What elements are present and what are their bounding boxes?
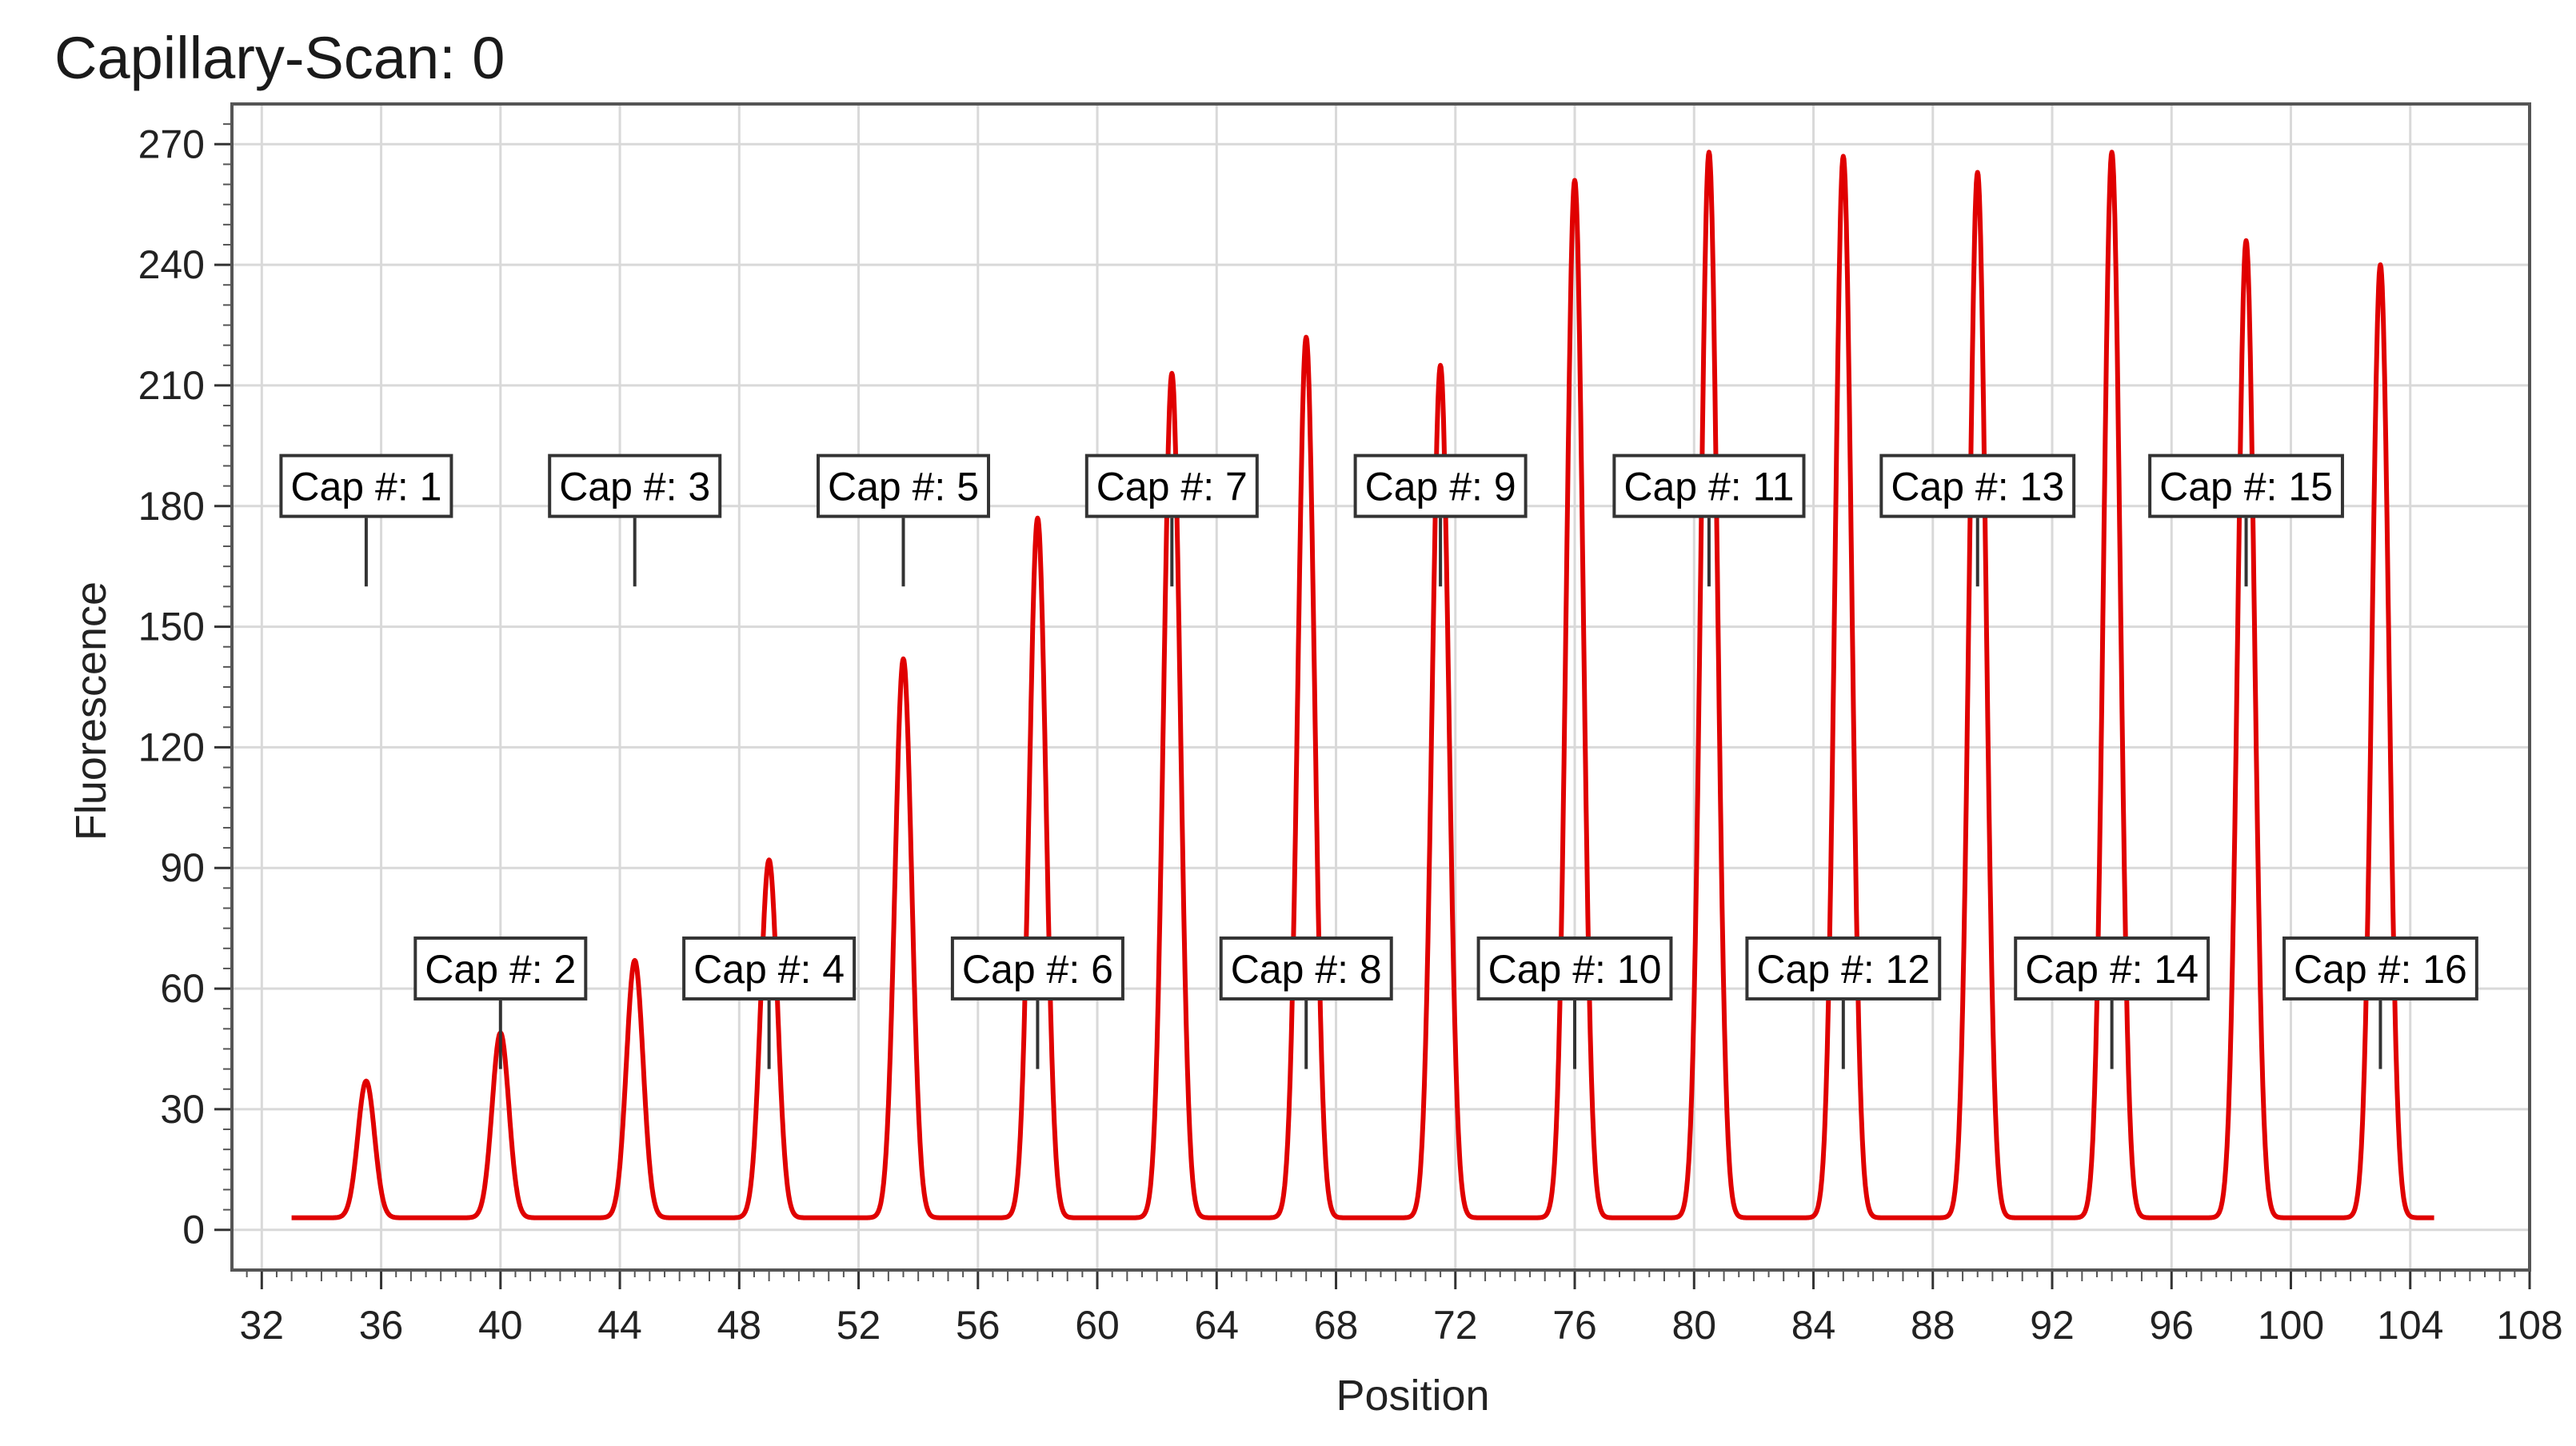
cap-label: Cap #: 7 (1084, 453, 1259, 518)
series-layer (290, 150, 2436, 1220)
cap-label-text: Cap #: 9 (1365, 465, 1516, 509)
cap-label: Cap #: 4 (682, 936, 857, 1001)
x-tick-label: 76 (1552, 1303, 1597, 1348)
cap-label-text: Cap #: 16 (2294, 947, 2467, 992)
cap-label-text: Cap #: 7 (1096, 465, 1248, 509)
y-tick-label: 120 (138, 725, 205, 769)
cap-label: Cap #: 2 (413, 936, 588, 1001)
x-tick-label: 32 (239, 1303, 284, 1348)
y-tick-label: 210 (138, 363, 205, 408)
x-tick-label: 60 (1075, 1303, 1120, 1348)
cap-label-box (1745, 936, 1942, 1001)
cap-label-box (2148, 453, 2344, 518)
cap-label-box (817, 453, 991, 518)
x-axis-ticks: 32 36 40 44 48 52 56 60 64 68 72 76 80 84 88 92 96 100 104… (239, 1270, 2563, 1348)
cap-label-box (1612, 453, 1806, 518)
cap-label-text: Cap #: 15 (2159, 465, 2333, 509)
grid-lines (232, 104, 2530, 1270)
plot-background (232, 104, 2530, 1270)
x-tick-label: 88 (1911, 1303, 1955, 1348)
cap-label-text: Cap #: 2 (425, 947, 576, 992)
cap-label-box (413, 936, 588, 1001)
cap-label: Cap #: 8 (1219, 936, 1393, 1001)
cap-label: Cap #: 3 (548, 453, 722, 518)
y-tick-label: 180 (138, 484, 205, 529)
y-tick-label: 270 (138, 122, 205, 166)
cap-label-box (950, 936, 1124, 1001)
cap-label: Cap #: 5 (817, 453, 991, 518)
cap-label-box (682, 936, 857, 1001)
x-tick-label: 64 (1194, 1303, 1239, 1348)
cap-label: Cap #: 10 (1476, 936, 1673, 1001)
x-tick-label: 44 (597, 1303, 642, 1348)
cap-label-box (1219, 936, 1393, 1001)
x-tick-label: 56 (956, 1303, 1000, 1348)
cap-label-box (1084, 453, 1259, 518)
y-tick-label: 240 (138, 242, 205, 287)
annotations: Cap #: 1 Cap #: 2 Cap #: 3 Cap #: 4 Cap #: 5… (279, 453, 2478, 1069)
cap-label: Cap #: 11 (1612, 453, 1806, 518)
x-tick-label: 108 (2496, 1303, 2562, 1348)
cap-label-text: Cap #: 3 (559, 465, 710, 509)
cap-label: Cap #: 6 (950, 936, 1124, 1001)
cap-label-text: Cap #: 10 (1488, 947, 1662, 992)
y-axis-ticks: 0 30 60 90 120 150 180 210 240 270 (138, 122, 232, 1252)
cap-label-text: Cap #: 11 (1623, 465, 1794, 509)
series-line (290, 150, 2436, 1220)
x-tick-label: 84 (1791, 1303, 1836, 1348)
y-tick-label: 60 (160, 966, 205, 1011)
cap-label-box (2014, 936, 2211, 1001)
cap-label-text: Cap #: 13 (1891, 465, 2064, 509)
x-tick-label: 36 (359, 1303, 404, 1348)
y-tick-label: 0 (182, 1208, 205, 1252)
chart-title: Capillary-Scan: 0 (54, 25, 505, 91)
cap-label-box (1353, 453, 1528, 518)
x-axis-title: Position (1336, 1372, 1489, 1420)
cap-label: Cap #: 15 (2148, 453, 2344, 518)
cap-label-box (1879, 453, 2076, 518)
y-tick-label: 30 (160, 1087, 205, 1132)
x-tick-label: 48 (717, 1303, 761, 1348)
cap-label: Cap #: 13 (1879, 453, 2076, 518)
cap-label-box (1476, 936, 1673, 1001)
cap-label-text: Cap #: 14 (2025, 947, 2199, 992)
x-tick-label: 104 (2377, 1303, 2443, 1348)
cap-label-text: Cap #: 4 (693, 947, 845, 992)
cap-label-box (548, 453, 722, 518)
cap-label-box (2282, 936, 2478, 1001)
cap-label: Cap #: 14 (2014, 936, 2211, 1001)
y-tick-label: 90 (160, 845, 205, 890)
cap-label: Cap #: 16 (2282, 936, 2478, 1001)
y-tick-label: 150 (138, 605, 205, 649)
x-tick-label: 40 (478, 1303, 523, 1348)
cap-label-text: Cap #: 6 (962, 947, 1113, 992)
x-tick-label: 92 (2030, 1303, 2075, 1348)
cap-label: Cap #: 1 (279, 453, 453, 518)
x-tick-label: 72 (1433, 1303, 1478, 1348)
cap-label-text: Cap #: 5 (828, 465, 979, 509)
cap-label: Cap #: 9 (1353, 453, 1528, 518)
y-axis-title: Fluorescence (67, 581, 115, 841)
cap-label-text: Cap #: 1 (290, 465, 441, 509)
cap-label-text: Cap #: 8 (1231, 947, 1382, 992)
x-tick-label: 96 (2149, 1303, 2194, 1348)
cap-label: Cap #: 12 (1745, 936, 1942, 1001)
x-tick-label: 80 (1671, 1303, 1716, 1348)
cap-label-text: Cap #: 12 (1756, 947, 1930, 992)
plot-frame (230, 102, 2531, 1272)
x-tick-label: 68 (1314, 1303, 1359, 1348)
x-tick-label: 100 (2258, 1303, 2324, 1348)
cap-label-box (279, 453, 453, 518)
x-tick-label: 52 (837, 1303, 881, 1348)
